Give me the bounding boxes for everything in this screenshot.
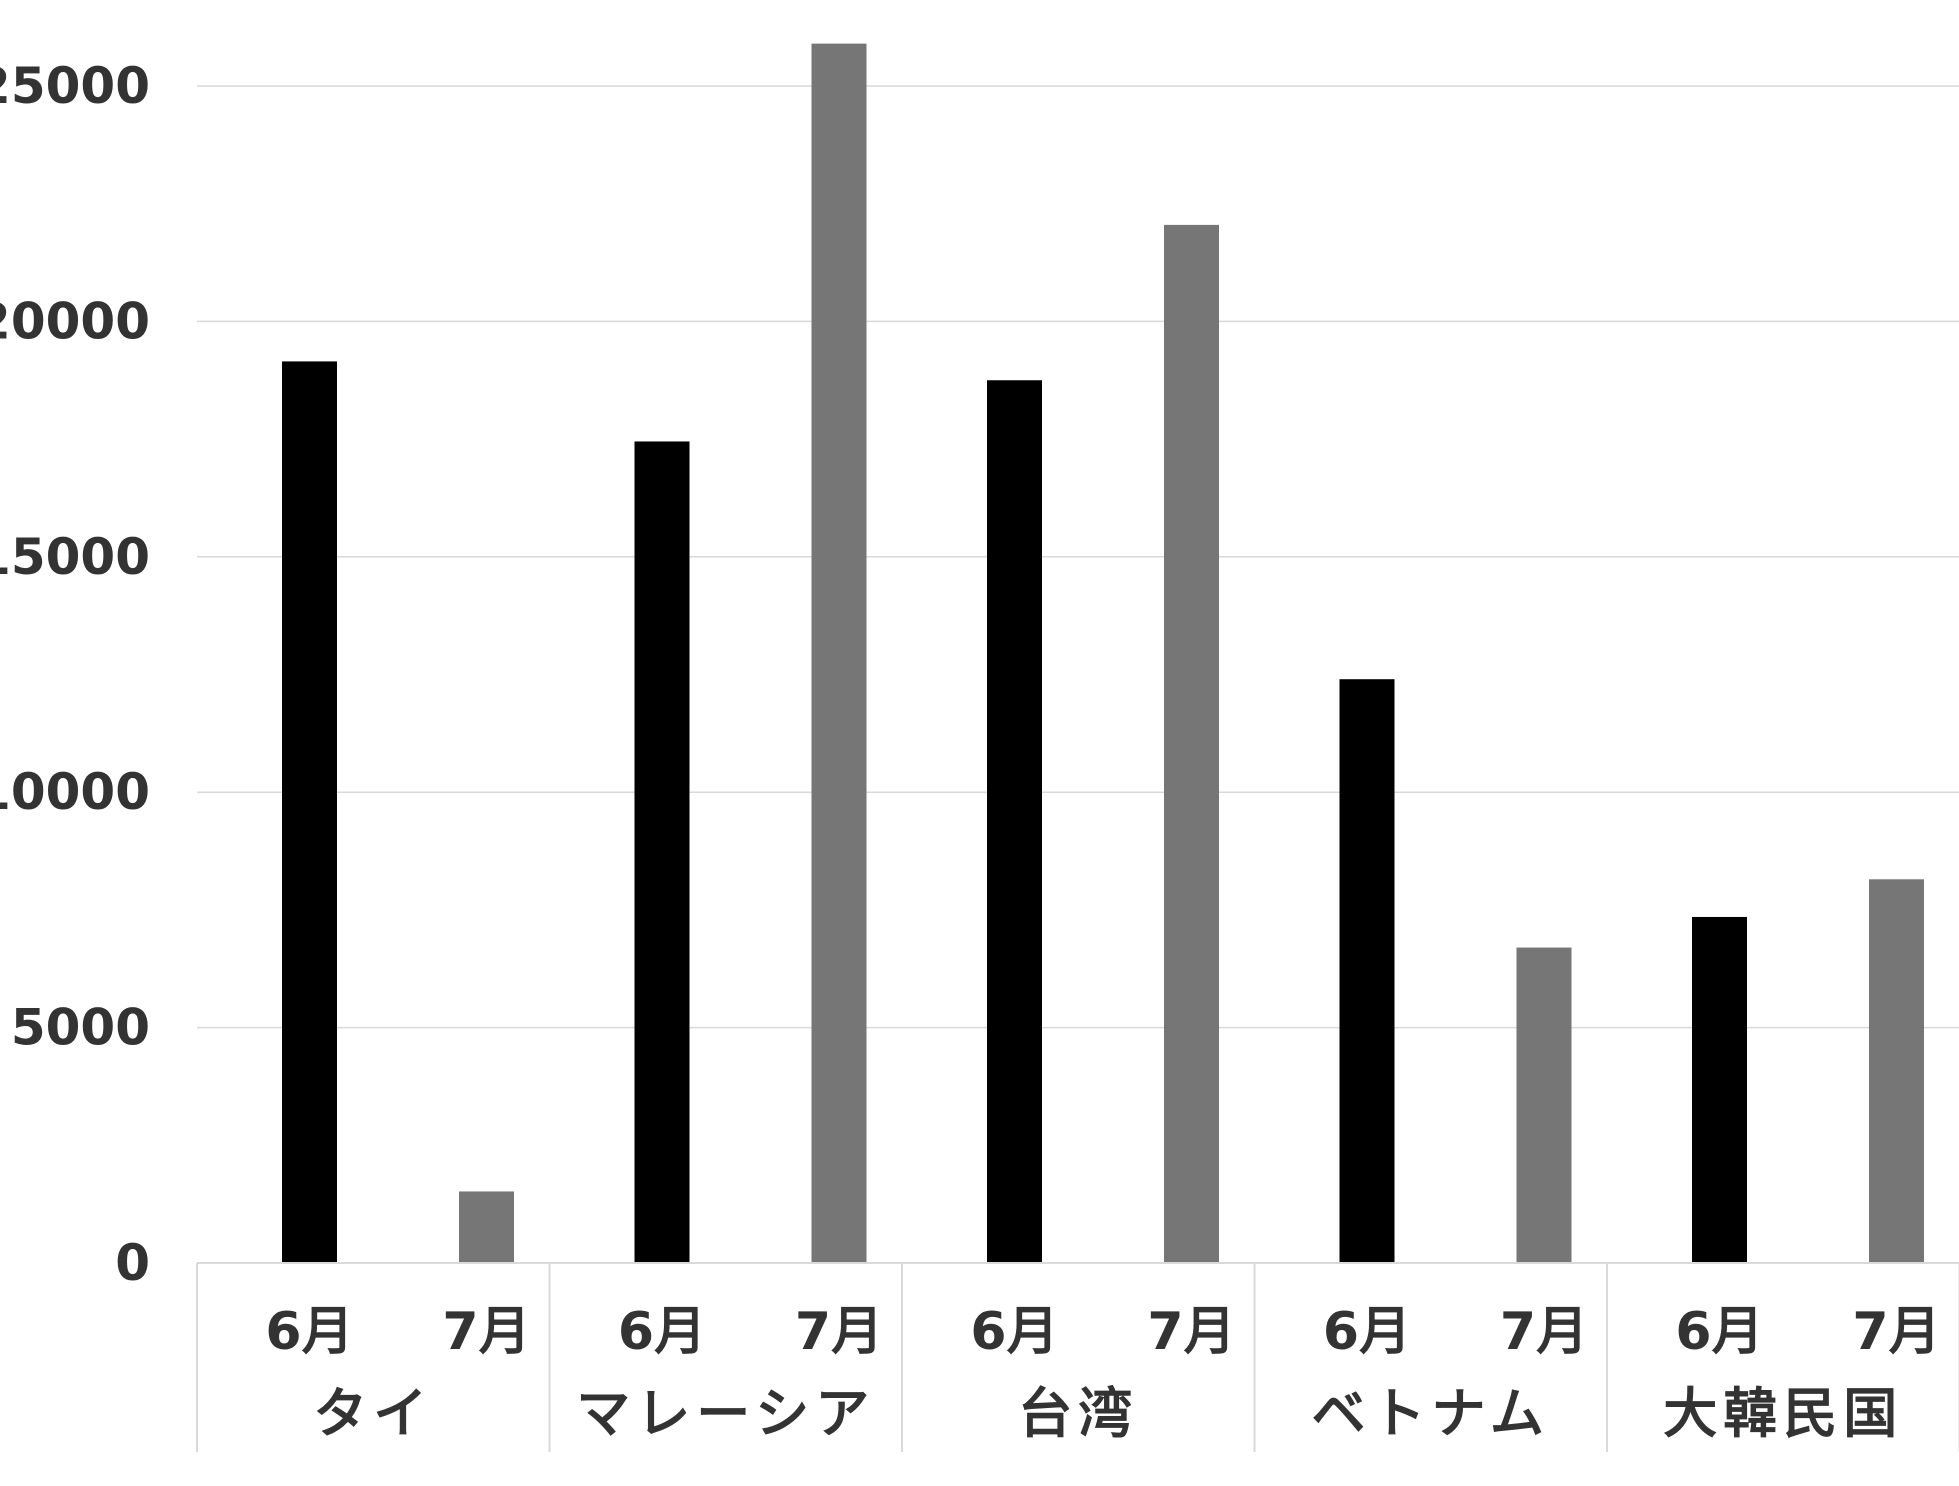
- bar-july: [1164, 224, 1219, 1264]
- bar-june: [1339, 679, 1395, 1263]
- group-label: 大韓民国: [1663, 1382, 1903, 1445]
- bars: [282, 43, 1924, 1264]
- x-tick-label: 7月: [442, 1302, 530, 1362]
- x-tick-label: 7月: [1852, 1302, 1940, 1362]
- bar-july: [1516, 947, 1572, 1263]
- group-label: タイ: [313, 1382, 433, 1445]
- bar-june: [987, 380, 1042, 1263]
- bar-june: [634, 441, 690, 1264]
- x-tick-label: 6月: [1323, 1302, 1411, 1362]
- y-tick-label: 20000: [0, 292, 150, 350]
- x-tick-label: 6月: [970, 1302, 1058, 1362]
- x-tick-label: 7月: [1147, 1302, 1235, 1362]
- group-label: マレーシア: [576, 1382, 875, 1445]
- x-tick-label: 6月: [265, 1302, 353, 1362]
- y-tick-label: 0: [115, 1234, 150, 1292]
- y-axis-tick-labels: 0 5000 10000 15000 20000 25000: [0, 57, 150, 1292]
- bar-june: [1692, 916, 1747, 1263]
- x-tick-label: 6月: [1675, 1302, 1763, 1362]
- bar-july: [1869, 879, 1924, 1263]
- group-label: ベトナム: [1312, 1382, 1550, 1445]
- grid-lines: [197, 85, 1959, 1029]
- bar-july: [459, 1191, 514, 1263]
- y-tick-label: 10000: [0, 763, 150, 821]
- bar-june: [282, 361, 337, 1264]
- x-tick-label: 7月: [795, 1302, 883, 1362]
- bar-july: [811, 43, 867, 1263]
- y-tick-label: 15000: [0, 528, 150, 586]
- x-axis: [196, 1262, 1959, 1452]
- x-tick-label: 7月: [1500, 1302, 1588, 1362]
- y-tick-label: 5000: [11, 999, 150, 1057]
- y-tick-label: 25000: [0, 57, 150, 115]
- x-tick-label: 6月: [618, 1302, 706, 1362]
- group-label: 台湾: [1018, 1382, 1138, 1445]
